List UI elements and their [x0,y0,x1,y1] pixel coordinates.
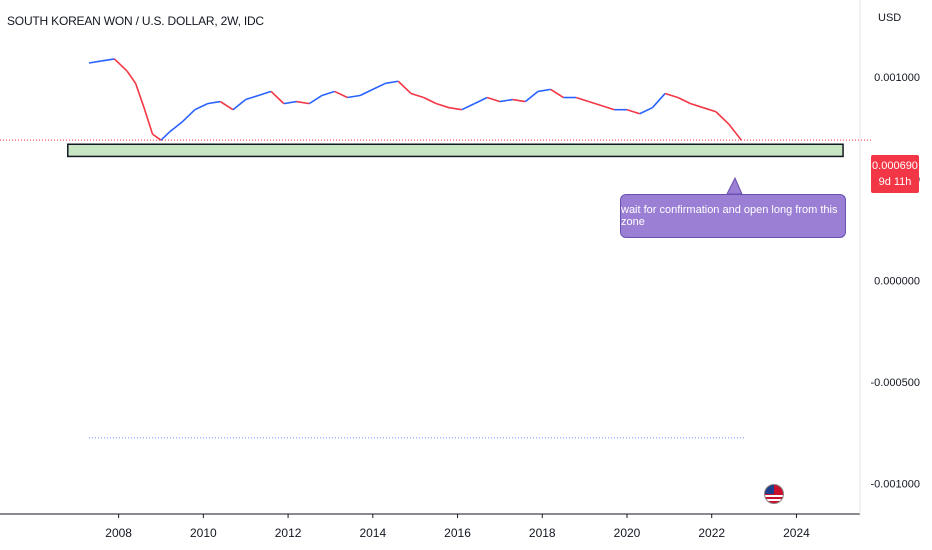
price-segment [160,131,171,141]
price-segment [474,96,488,105]
price-segment [677,96,691,105]
price-segment [575,96,590,103]
last-price-value: 0.000690 [872,160,918,172]
price-segment [499,98,513,103]
x-tick-label: 2018 [529,526,556,540]
price-segment [601,104,615,111]
price-segment [113,58,128,72]
price-segment [334,90,348,99]
price-segment [283,100,297,105]
price-segment [728,123,743,141]
price-segment [486,96,501,103]
bar-countdown: 9d 11h [878,176,912,188]
y-tick-label: -0.000500 [870,377,920,389]
x-tick-label: 2008 [105,526,132,540]
last-price-badge: 0.000690 9d 11h [871,155,919,193]
price-segment [385,80,399,85]
price-segment [245,94,259,101]
price-segment [219,100,234,111]
price-segment [152,133,162,141]
price-segment [126,70,137,84]
price-segment [232,98,247,111]
price-segment [703,106,717,113]
price-segment [308,94,323,105]
price-segment [296,100,310,105]
price-segment [436,102,450,109]
y-axis-ticks: 0.0010000.0005000.000000-0.000500-0.0010… [870,72,920,490]
x-tick-label: 2016 [444,526,471,540]
price-segment [359,88,374,97]
x-tick-label: 2014 [359,526,386,540]
reference-lines [0,139,872,439]
x-tick-label: 2012 [275,526,302,540]
price-segment [168,121,183,133]
price-segment [207,100,221,105]
x-tick-label: 2024 [783,526,810,540]
price-segment [347,94,361,99]
price-segment [270,90,285,105]
y-tick-label: 0.000000 [874,275,920,287]
x-tick-label: 2020 [614,526,641,540]
price-segment [588,100,602,107]
callout-pointer [726,176,743,195]
y-tick-label: -0.001000 [870,479,920,491]
price-series [88,58,743,141]
annotation-callout[interactable]: wait for confirmation and open long from… [620,194,846,238]
price-segment [143,107,154,135]
price-segment [88,60,102,64]
price-segment [372,82,386,91]
price-segment [715,111,730,125]
price-segment [639,106,653,115]
price-segment [134,83,145,108]
us-flag-icon[interactable] [764,484,784,504]
price-segment [512,98,526,103]
x-tick-label: 2010 [190,526,217,540]
price-segment [397,80,412,95]
price-segment [101,58,115,62]
x-tick-label: 2022 [698,526,725,540]
symbol-title: SOUTH KOREAN WON / U.S. DOLLAR, 2W, IDC [7,14,264,28]
price-segment [448,106,462,111]
price-segment [550,88,564,99]
price-segment [664,92,679,99]
price-segment [181,109,196,123]
price-segment [651,92,666,109]
price-segment [690,102,704,109]
annotation-text: wait for confirmation and open long from… [621,204,838,228]
y-tick-label: 0.001000 [874,72,920,84]
price-segment [461,102,475,111]
price-segment [194,102,208,111]
support-zone-rect[interactable] [67,143,844,158]
price-segment [537,88,551,93]
price-segment [423,96,437,105]
currency-label[interactable]: USD [878,12,902,24]
price-segment [410,92,424,99]
price-segment [524,90,539,103]
x-axis-ticks: 2008 2010 2012 2014 2016 2018 2020 2022 2024 [105,514,810,540]
price-segment [258,90,272,97]
price-segment [626,108,640,115]
support-zone-layer [67,143,844,158]
price-segment [321,90,335,97]
